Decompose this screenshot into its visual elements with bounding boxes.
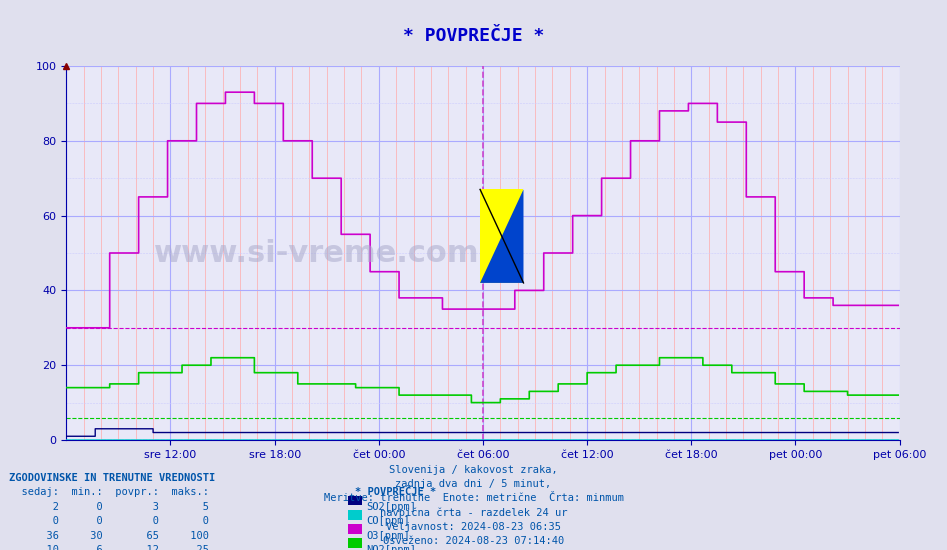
Text: 10      6       12      25: 10 6 12 25 (9, 545, 209, 550)
Text: SO2[ppm]: SO2[ppm] (366, 502, 417, 512)
Text: * POVPREČJE *: * POVPREČJE * (355, 487, 437, 497)
Text: * POVPREČJE *: * POVPREČJE * (402, 27, 545, 45)
Text: www.si-vreme.com: www.si-vreme.com (153, 239, 479, 267)
Text: sedaj:  min.:  povpr.:  maks.:: sedaj: min.: povpr.: maks.: (9, 487, 209, 497)
Text: NO2[ppm]: NO2[ppm] (366, 545, 417, 550)
Text: 2      0        3       5: 2 0 3 5 (9, 502, 209, 512)
Text: 0      0        0       0: 0 0 0 0 (9, 516, 209, 526)
Polygon shape (480, 189, 524, 283)
Bar (480, 189, 524, 283)
Text: O3[ppm]: O3[ppm] (366, 531, 410, 541)
Text: Slovenija / kakovost zraka,
zadnja dva dni / 5 minut,
Meritve: trenutne  Enote: : Slovenija / kakovost zraka, zadnja dva d… (324, 465, 623, 550)
Text: ZGODOVINSKE IN TRENUTNE VREDNOSTI: ZGODOVINSKE IN TRENUTNE VREDNOSTI (9, 473, 216, 483)
Text: CO[ppm]: CO[ppm] (366, 516, 410, 526)
Text: 36     30       65     100: 36 30 65 100 (9, 531, 209, 541)
